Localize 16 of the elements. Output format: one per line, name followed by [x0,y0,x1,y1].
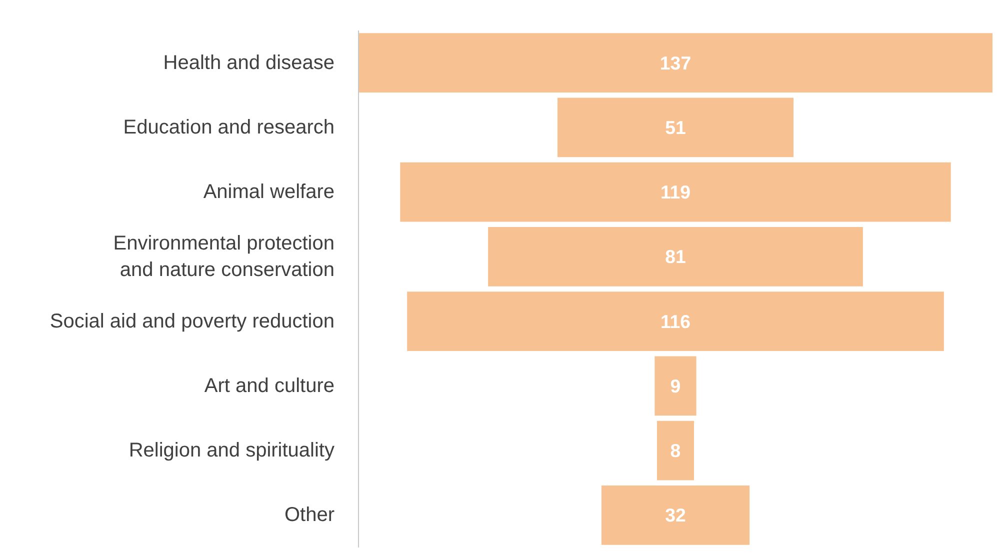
category-label: Environmental protection and nature conservation [113,232,335,281]
data-label: 9 [670,375,681,396]
data-label: 32 [665,504,686,526]
category-label: Social aid and poverty reduction [50,310,335,332]
category-label: Other [284,504,335,526]
data-label: 81 [665,246,686,268]
data-label: 8 [670,440,681,462]
data-label: 119 [660,182,691,203]
category-label: Animal welfare [203,181,335,204]
category-label: Art and culture [204,374,335,397]
category-label: Education and research [123,116,334,138]
category-label: Religion and spirituality [128,440,335,462]
data-label: 137 [660,52,692,74]
data-label: 51 [665,116,686,138]
data-label: 116 [660,310,691,332]
category-label: Health and disease [163,52,335,74]
